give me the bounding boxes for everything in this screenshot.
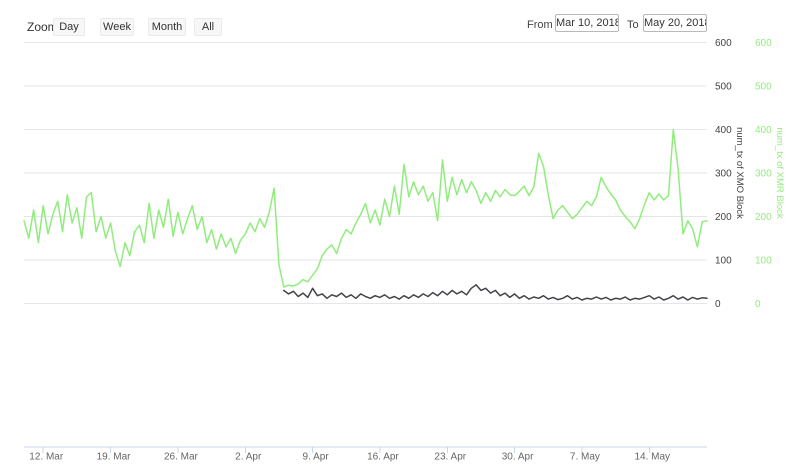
x-axis-label: 23. Apr bbox=[434, 452, 466, 463]
x-axis-label: 14. May bbox=[634, 452, 670, 463]
y-axis-label: 100 bbox=[715, 256, 732, 267]
x-axis-label: 9. Apr bbox=[303, 452, 330, 463]
x-axis-label: 19. Mar bbox=[97, 452, 132, 463]
zoom-button-week[interactable]: Week bbox=[100, 18, 134, 36]
x-axis-label: 12. Mar bbox=[29, 452, 64, 463]
x-axis-label: 30. Apr bbox=[502, 452, 534, 463]
y-axis-label: 0 bbox=[755, 299, 761, 310]
x-axis-label: 7. May bbox=[570, 452, 600, 463]
y-axis-label: 300 bbox=[715, 169, 732, 180]
from-label: From bbox=[527, 19, 553, 31]
y-axis-label: 500 bbox=[755, 82, 772, 93]
zoom-button-month[interactable]: Month bbox=[148, 18, 186, 36]
series-line-xmr bbox=[23, 128, 708, 288]
y-axis-label: 600 bbox=[755, 38, 772, 49]
x-axis-label: 26. Mar bbox=[164, 452, 199, 463]
y-axis-title-xmr: num_tx of XMR Block bbox=[774, 127, 785, 219]
from-date-input[interactable] bbox=[555, 14, 619, 32]
y-axis-label: 100 bbox=[755, 256, 772, 267]
y-axis-label: 200 bbox=[755, 212, 772, 223]
y-axis-label: 500 bbox=[715, 82, 732, 93]
y-axis-label: 0 bbox=[715, 299, 721, 310]
zoom-label: Zoom bbox=[27, 20, 58, 34]
y-axis-label: 200 bbox=[715, 212, 732, 223]
to-date-input[interactable] bbox=[643, 14, 707, 32]
x-axis-label: 2. Apr bbox=[235, 452, 262, 463]
x-axis-label: 16. Apr bbox=[367, 452, 399, 463]
to-label: To bbox=[627, 19, 639, 31]
y-axis-label: 400 bbox=[715, 125, 732, 136]
y-axis-title-xmo: num_tx of XMO Block bbox=[734, 127, 745, 219]
y-axis-label: 300 bbox=[755, 169, 772, 180]
y-axis-label: 600 bbox=[715, 38, 732, 49]
zoom-button-day[interactable]: Day bbox=[53, 18, 85, 36]
zoom-button-all[interactable]: All bbox=[194, 18, 222, 36]
series-line-xmo bbox=[282, 284, 708, 301]
y-axis-label: 400 bbox=[755, 125, 772, 136]
